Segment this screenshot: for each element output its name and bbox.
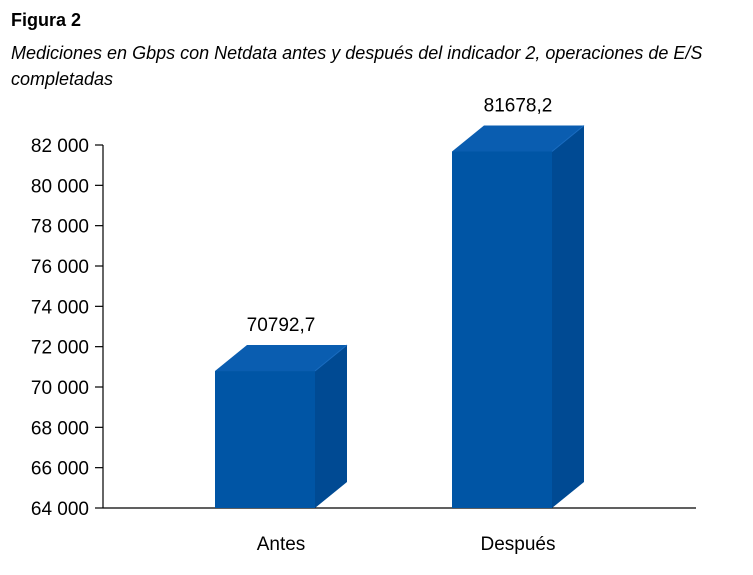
chart-labels: 70792,7 Antes 81678,2 Después — [247, 95, 556, 555]
figure-label: Figura 2 — [11, 10, 82, 30]
bar-side-face — [552, 125, 584, 509]
y-tick-label: 70 000 — [31, 378, 89, 399]
bar-top-face — [452, 125, 584, 152]
y-tick-label: 80 000 — [31, 176, 89, 197]
bar-front-face — [452, 151, 552, 509]
chart-axes: 64 000 66 000 68 000 70 000 72 000 74 000 76 0… — [31, 136, 696, 520]
y-tick-label: 82 000 — [31, 136, 89, 157]
bar-edge — [551, 125, 585, 152]
chart-bars — [215, 125, 585, 509]
y-tick-label: 76 000 — [31, 257, 89, 278]
bar-después — [452, 125, 585, 509]
y-tick-label: 68 000 — [31, 418, 89, 439]
bar-side-face — [315, 345, 347, 508]
figure-caption: Mediciones en Gbps con Netdata antes y d… — [11, 43, 703, 89]
bar-edge — [314, 344, 348, 372]
y-tick-label: 72 000 — [31, 338, 89, 359]
bar-antes — [215, 344, 348, 508]
bar-front-face — [215, 371, 315, 508]
y-tick-label: 66 000 — [31, 459, 89, 480]
bar-top-face — [215, 345, 347, 372]
x-category-label: Antes — [257, 534, 306, 555]
y-tick-label: 64 000 — [31, 499, 89, 520]
y-tick-label: 74 000 — [31, 297, 89, 318]
data-label: 81678,2 — [484, 95, 553, 116]
x-category-label: Después — [481, 534, 556, 555]
data-label: 70792,7 — [247, 315, 316, 336]
y-tick-label: 78 000 — [31, 217, 89, 238]
